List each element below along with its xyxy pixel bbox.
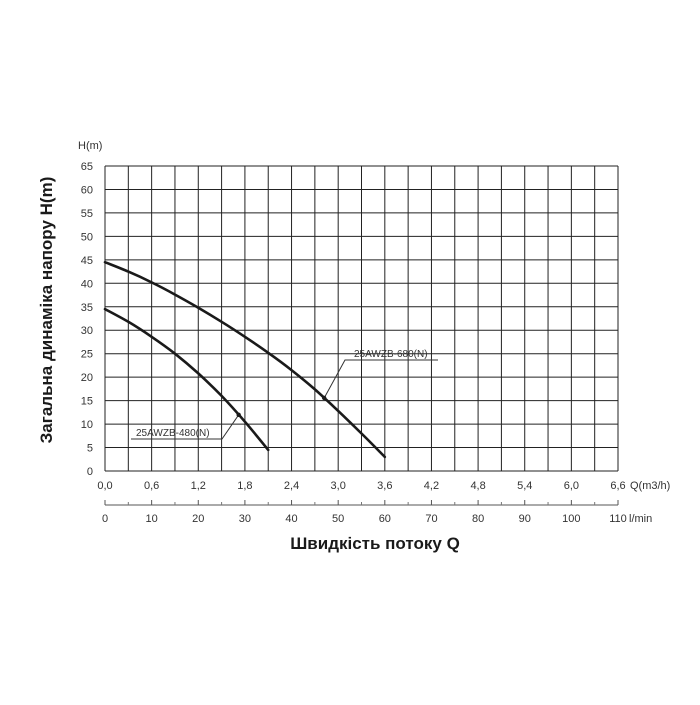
x-tick-label-flow: 1,8 xyxy=(237,480,252,492)
grid xyxy=(104,165,619,506)
x-tick-label-lmin: 110 xyxy=(609,513,627,525)
x-tick-label-flow: 2,4 xyxy=(284,480,299,492)
y-axis-title: Загальна динаміка напору H(m) xyxy=(37,177,56,444)
y-axis-unit: H(m) xyxy=(78,140,102,152)
x-axis-lmin-unit: l/min xyxy=(629,513,652,525)
x-tick-label-flow: 5,4 xyxy=(517,480,532,492)
x-tick-label-flow: 1,2 xyxy=(191,480,206,492)
x-tick-label-flow: 4,2 xyxy=(424,480,439,492)
x-tick-label-lmin: 0 xyxy=(102,513,108,525)
x-tick-label-lmin: 90 xyxy=(519,513,531,525)
series-leader-line-480 xyxy=(131,414,240,440)
x-tick-label-lmin: 10 xyxy=(146,513,158,525)
x-tick-label-lmin: 30 xyxy=(239,513,251,525)
y-tick-label: 10 xyxy=(81,419,93,431)
x-tick-label-lmin: 60 xyxy=(379,513,391,525)
series-leader-line-680 xyxy=(323,359,438,399)
x-tick-label-flow: 0,6 xyxy=(144,480,159,492)
series-curve-480 xyxy=(103,307,270,452)
labels: 0 5 10 15 20 25 30 35 40 45 50 55 60 65 0,0 0,6 1,2 1,8 2,… xyxy=(81,161,627,525)
x-tick-label-flow: 4,8 xyxy=(470,480,485,492)
x-axis-title: Швидкість потоку Q xyxy=(290,534,460,553)
series-curve-680 xyxy=(103,260,387,459)
x-axis-flow-unit: Q(m3/h) xyxy=(630,480,670,492)
curves xyxy=(103,260,387,459)
series-leader-anchor-680 xyxy=(321,395,327,401)
y-tick-label: 25 xyxy=(81,349,93,361)
x-tick-label-lmin: 100 xyxy=(562,513,580,525)
series-label-480: 25AWZB-480(N) xyxy=(136,428,210,439)
x-tick-label-lmin: 20 xyxy=(192,513,204,525)
x-tick-label-flow: 3,6 xyxy=(377,480,392,492)
y-tick-label: 55 xyxy=(81,208,93,220)
y-tick-label: 45 xyxy=(81,255,93,267)
series-label-680: 25AWZB-680(N) xyxy=(354,349,428,360)
x-tick-label-lmin: 50 xyxy=(332,513,344,525)
y-tick-label: 50 xyxy=(81,231,93,243)
y-tick-label: 15 xyxy=(81,396,93,408)
y-tick-label: 65 xyxy=(81,161,93,173)
series-leader-anchor-480 xyxy=(236,412,241,418)
x-tick-label-flow: 6,0 xyxy=(564,480,579,492)
x-tick-label-flow: 3,0 xyxy=(331,480,346,492)
x-tick-label-flow: 0,0 xyxy=(97,480,112,492)
y-tick-label: 30 xyxy=(81,325,93,337)
x-tick-label-lmin: 80 xyxy=(472,513,484,525)
y-tick-label: 5 xyxy=(87,443,93,455)
x-tick-label-lmin: 40 xyxy=(285,513,297,525)
x-tick-label-flow: 6,6 xyxy=(610,480,625,492)
y-tick-label: 35 xyxy=(81,302,93,314)
y-tick-label: 40 xyxy=(81,278,93,290)
y-tick-label: 60 xyxy=(81,184,93,196)
y-tick-label: 0 xyxy=(87,466,93,478)
y-tick-label: 20 xyxy=(81,372,93,384)
x-tick-label-lmin: 70 xyxy=(425,513,437,525)
